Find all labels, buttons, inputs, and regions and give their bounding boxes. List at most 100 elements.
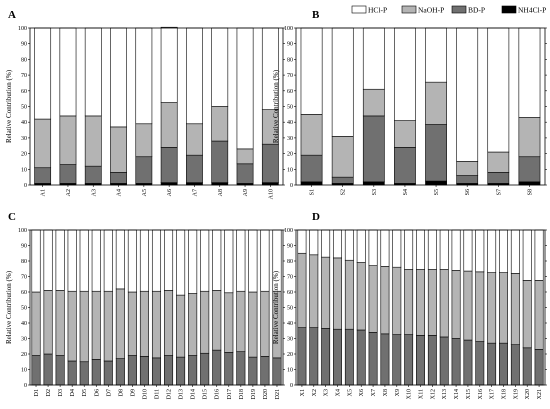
- bar-c-d14-naoh-p: [188, 293, 198, 356]
- bar-d-x3-bd-p: [321, 328, 331, 386]
- bar-c-d15-bd-p: [200, 352, 210, 386]
- y-tick-label-a-40: 40: [21, 120, 27, 126]
- bar-c-d6-bd-p: [91, 359, 101, 386]
- bar-d-x19-bd-p: [510, 344, 520, 386]
- plot-frame-a: [29, 27, 284, 186]
- bar-c-d13-hcl-p: [176, 229, 186, 296]
- bar-a-a10-bd-p: [261, 143, 279, 183]
- bar-d-x1-hcl-p: [297, 229, 307, 254]
- x-tick-label-b-s2: S2: [341, 189, 347, 195]
- bar-d-x20-naoh-p: [522, 280, 532, 349]
- bar-d-x1-bd-p: [297, 327, 307, 386]
- y-tick-label-d-20: 20: [287, 352, 293, 358]
- y-tick-label-c-30: 30: [21, 337, 27, 343]
- bar-a-a9-naoh-p: [236, 148, 254, 165]
- y-tick-label-d-50: 50: [287, 306, 293, 312]
- bar-d-x3-naoh-p: [321, 256, 331, 329]
- x-tick-label-d-x12: X12: [430, 389, 436, 399]
- x-tick-label-d-x16: X16: [478, 389, 484, 399]
- bar-d-x7-naoh-p: [368, 265, 378, 333]
- legend-swatch-bd-p: [451, 5, 467, 14]
- bar-d-x6-naoh-p: [356, 262, 366, 331]
- x-tick-label-a-a8: A8: [218, 189, 224, 196]
- bar-d-x4-naoh-p: [333, 257, 342, 330]
- x-tick-label-d-x14: X14: [454, 389, 460, 399]
- x-tick-label-c-d15: D15: [203, 389, 209, 399]
- bar-d-x10-naoh-p: [404, 269, 414, 335]
- x-tick-label-c-d13: D13: [179, 389, 185, 399]
- bar-c-d5-hcl-p: [79, 229, 89, 292]
- bar-b-s3-nh4cl-p: [362, 181, 385, 186]
- x-tick-label-d-x2: X2: [312, 389, 318, 396]
- y-tick-label-a-60: 60: [21, 89, 27, 95]
- bar-d-x9-hcl-p: [392, 229, 402, 268]
- y-tick-label-b-70: 70: [287, 73, 293, 79]
- y-tick-label-d-70: 70: [287, 275, 293, 281]
- bar-c-d4-naoh-p: [67, 290, 77, 362]
- bar-c-d14-hcl-p: [188, 229, 198, 294]
- bar-d-x21-bd-p: [534, 349, 544, 386]
- y-tick-label-c-0: 0: [24, 383, 27, 389]
- bar-b-s5-bd-p: [425, 124, 447, 182]
- bar-c-d2-naoh-p: [43, 290, 53, 355]
- bar-d-x11-hcl-p: [416, 229, 425, 270]
- y-axis-title-b: Relative Contribution (%): [272, 69, 280, 143]
- bar-c-d7-bd-p: [103, 360, 113, 386]
- bar-c-d16-bd-p: [212, 349, 222, 386]
- y-tick-label-a-30: 30: [21, 136, 27, 142]
- bar-c-d7-naoh-p: [103, 290, 113, 362]
- legend: HCl-P NaOH-P BD-P NH4Cl-P: [351, 5, 546, 15]
- bar-b-s8-hcl-p: [518, 27, 541, 118]
- bar-d-x10-hcl-p: [404, 229, 414, 270]
- x-tick-label-c-d9: D9: [130, 389, 136, 396]
- y-tick-label-d-10: 10: [287, 368, 293, 374]
- bar-a-a7-bd-p: [186, 154, 203, 183]
- bar-d-x13-naoh-p: [439, 269, 449, 338]
- bar-b-s3-naoh-p: [362, 88, 385, 117]
- x-tick-label-d-x6: X6: [359, 389, 365, 396]
- panel-letter-b: B: [312, 9, 320, 21]
- y-tick-label-b-30: 30: [287, 136, 293, 142]
- bar-d-x20-bd-p: [522, 347, 532, 386]
- x-tick-label-b-s7: S7: [496, 189, 502, 195]
- panel-letter-c: C: [8, 211, 16, 223]
- bar-d-x14-hcl-p: [451, 229, 461, 271]
- x-tick-label-c-d11: D11: [155, 389, 161, 399]
- x-tick-label-c-d2: D2: [46, 389, 52, 396]
- bar-a-a5-naoh-p: [135, 123, 153, 158]
- x-tick-label-c-d8: D8: [118, 389, 124, 396]
- y-tick-label-d-40: 40: [287, 321, 293, 327]
- legend-label-hcl-p: HCl-P: [368, 6, 387, 15]
- x-tick-label-c-d4: D4: [70, 389, 76, 396]
- y-tick-label-c-40: 40: [21, 321, 27, 327]
- y-tick-label-b-10: 10: [287, 167, 293, 173]
- bar-b-s8-bd-p: [518, 156, 541, 183]
- bar-c-d5-naoh-p: [79, 290, 89, 363]
- bar-a-a6-hcl-p: [160, 26, 178, 103]
- bar-c-d4-hcl-p: [67, 229, 77, 292]
- bar-d-x11-naoh-p: [416, 269, 425, 336]
- x-tick-label-c-d21: D21: [275, 389, 281, 399]
- y-axis-title-c: Relative Contribution (%): [5, 270, 13, 344]
- bar-d-x14-naoh-p: [451, 269, 461, 339]
- bar-b-s7-naoh-p: [487, 151, 510, 173]
- bar-d-x2-naoh-p: [309, 254, 319, 328]
- bar-c-d8-hcl-p: [115, 229, 125, 290]
- bar-c-d12-hcl-p: [164, 229, 174, 291]
- bar-c-d17-bd-p: [224, 352, 234, 386]
- bar-d-x6-bd-p: [356, 329, 366, 386]
- bar-a-a9-hcl-p: [236, 27, 254, 150]
- bar-c-d7-hcl-p: [103, 229, 113, 292]
- y-tick-label-a-90: 90: [21, 42, 27, 48]
- x-tick-label-c-d3: D3: [58, 389, 64, 396]
- bar-b-s1-nh4cl-p: [300, 181, 323, 186]
- x-tick-label-a-a1: A1: [41, 189, 47, 196]
- x-tick-label-d-x9: X9: [395, 389, 401, 396]
- bar-a-a5-hcl-p: [135, 27, 153, 125]
- bar-a-a3-naoh-p: [84, 115, 102, 167]
- bar-d-x18-hcl-p: [499, 229, 508, 273]
- x-tick-label-c-d20: D20: [263, 389, 269, 399]
- bar-c-d10-naoh-p: [139, 290, 149, 357]
- bar-a-a6-naoh-p: [160, 102, 178, 148]
